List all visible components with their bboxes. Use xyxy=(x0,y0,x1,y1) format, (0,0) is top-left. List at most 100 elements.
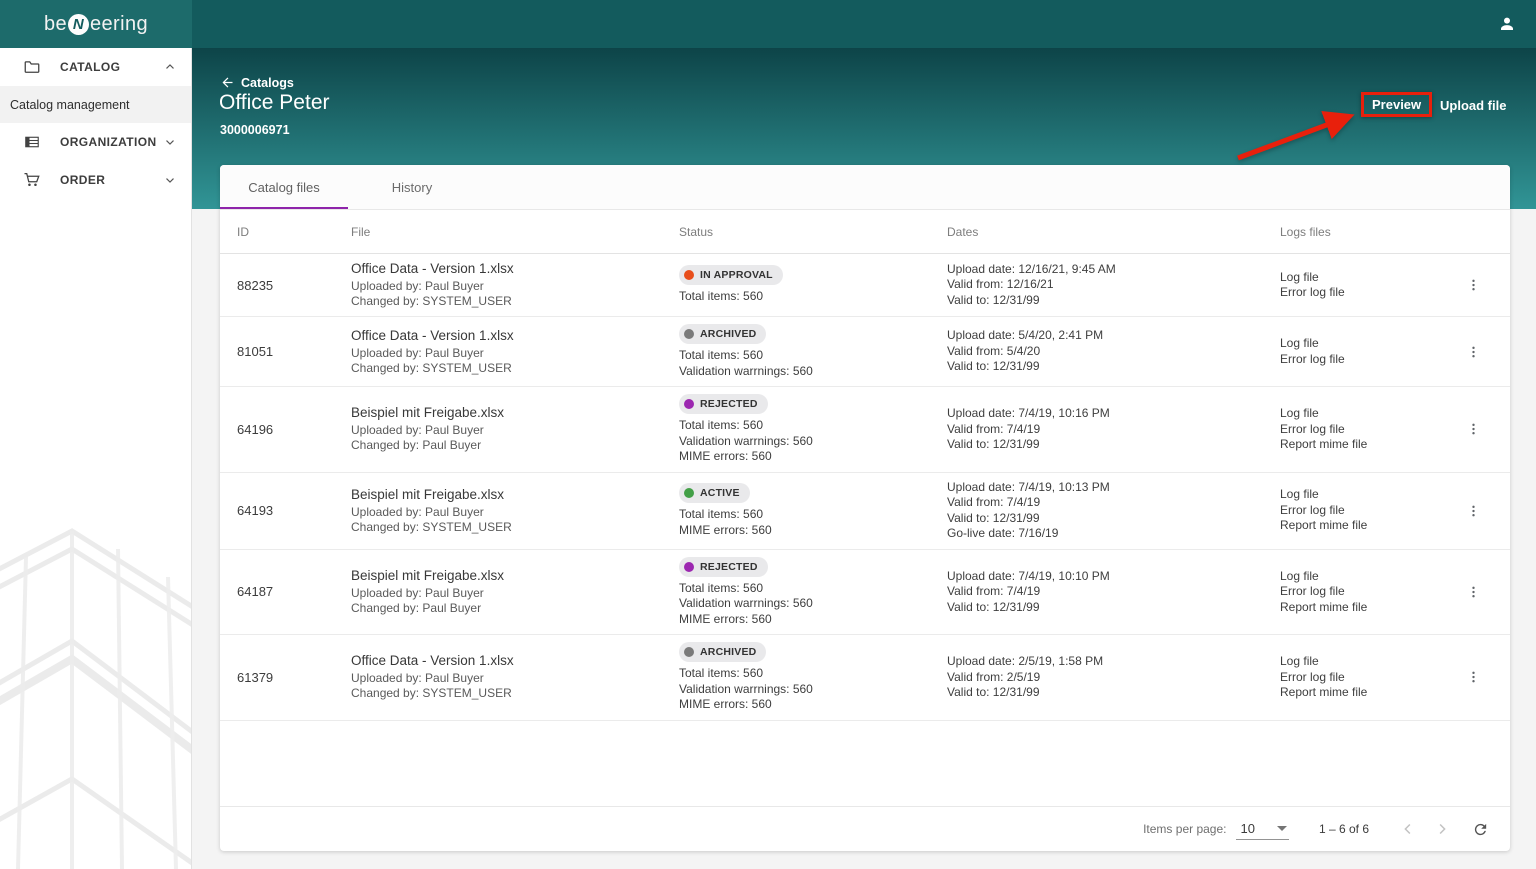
sidebar-item-organization[interactable]: ORGANIZATION xyxy=(0,123,191,161)
status-line: Total items: 560 xyxy=(679,418,764,432)
log-file-link[interactable]: Error log file xyxy=(1280,421,1345,436)
table-header: ID File Status Dates Logs files xyxy=(220,210,1510,254)
sidebar-item-order[interactable]: ORDER xyxy=(0,161,191,199)
dates-cell: Upload date: 5/4/20, 2:41 PM Valid from: … xyxy=(947,328,1280,375)
dates-cell: Upload date: 7/4/19, 10:10 PM Valid from:… xyxy=(947,569,1280,616)
status-line: MIME errors: 560 xyxy=(679,697,772,711)
status-line: Validation warrnings: 560 xyxy=(679,363,813,378)
log-file-link[interactable]: Error log file xyxy=(1280,502,1345,517)
log-file-link[interactable]: Log file xyxy=(1280,487,1319,502)
status-line: MIME errors: 560 xyxy=(679,522,772,537)
log-file-link[interactable]: Error log file xyxy=(1280,351,1345,366)
sidebar-item-catalog[interactable]: CATALOG xyxy=(0,48,191,86)
kebab-icon xyxy=(1471,346,1475,357)
row-id: 61379 xyxy=(237,669,274,685)
status-dot-icon xyxy=(684,270,694,281)
dates-cell: Upload date: 7/4/19, 10:13 PM Valid from:… xyxy=(947,480,1280,542)
log-file-link[interactable]: Report mime file xyxy=(1280,599,1368,614)
chevron-down-icon xyxy=(163,173,177,187)
date-line: Valid to: 12/31/99 xyxy=(947,359,1040,374)
kebab-menu-button[interactable] xyxy=(1462,499,1485,523)
row-actions xyxy=(1453,340,1493,364)
log-file-link[interactable]: Error log file xyxy=(1280,285,1345,299)
column-header-status: Status xyxy=(679,224,714,239)
status-badge: ACTIVE xyxy=(679,483,750,503)
tab-history[interactable]: History xyxy=(391,179,433,195)
tab-catalog-files[interactable]: Catalog files xyxy=(220,165,348,209)
log-file-link[interactable]: Log file xyxy=(1280,336,1319,350)
refresh-button[interactable] xyxy=(1469,818,1492,841)
date-line: Valid from: 2/5/19 xyxy=(947,669,1041,684)
log-file-link[interactable]: Error log file xyxy=(1280,669,1345,684)
date-line: Valid to: 12/31/99 xyxy=(947,437,1040,451)
kebab-menu-button[interactable] xyxy=(1462,273,1485,297)
building-watermark xyxy=(0,528,191,869)
status-line: MIME errors: 560 xyxy=(679,449,772,463)
status-label: IN APPROVAL xyxy=(700,269,773,282)
logs-cell: Log file Error log file Report mime file xyxy=(1280,406,1453,453)
date-line: Valid from: 7/4/19 xyxy=(947,495,1041,509)
kebab-icon xyxy=(1471,586,1475,598)
log-file-link[interactable]: Error log file xyxy=(1280,584,1345,598)
status-cell: REJECTED Total items: 560 Validation warrn… xyxy=(679,556,947,628)
kebab-menu-button[interactable] xyxy=(1462,580,1485,604)
file-cell: Office Data - Version 1.xlsx Uploaded by:… xyxy=(351,261,679,309)
items-per-page-select[interactable]: 10 xyxy=(1236,819,1289,840)
sidebar-item-catalog-management[interactable]: Catalog management xyxy=(0,86,191,123)
logo-text-post: eering xyxy=(90,12,149,35)
status-label: REJECTED xyxy=(700,398,758,410)
status-label: ACTIVE xyxy=(700,487,740,499)
date-line: Upload date: 7/4/19, 10:13 PM xyxy=(947,479,1110,494)
log-file-link[interactable]: Report mime file xyxy=(1280,437,1368,451)
preview-button[interactable]: Preview xyxy=(1364,95,1429,114)
row-actions xyxy=(1453,417,1493,441)
catalog-files-card: Catalog files History ID File Status Dat… xyxy=(220,165,1510,851)
status-dot-icon xyxy=(684,399,694,409)
table-row: 61379 Office Data - Version 1.xlsx Uploade… xyxy=(220,635,1510,721)
logs-cell: Log file Error log file xyxy=(1280,336,1453,367)
table-row: 81051 Office Data - Version 1.xlsx Uploade… xyxy=(220,317,1510,387)
log-file-link[interactable]: Log file xyxy=(1280,568,1319,583)
table-body: 88235 Office Data - Version 1.xlsx Uploade… xyxy=(220,254,1510,721)
chevron-right-icon xyxy=(1439,823,1446,835)
date-line: Upload date: 5/4/20, 2:41 PM xyxy=(947,328,1104,343)
folder-icon xyxy=(22,58,42,76)
log-file-link[interactable]: Report mime file xyxy=(1280,685,1368,699)
user-account-button[interactable] xyxy=(1498,15,1516,33)
log-file-link[interactable]: Log file xyxy=(1280,406,1319,420)
log-file-link[interactable]: Log file xyxy=(1280,654,1319,668)
breadcrumb-back-link[interactable]: Catalogs xyxy=(220,75,294,90)
previous-page-button[interactable] xyxy=(1395,816,1421,842)
kebab-icon xyxy=(1471,505,1475,516)
next-page-button[interactable] xyxy=(1429,816,1455,842)
log-file-link[interactable]: Log file xyxy=(1280,269,1319,284)
kebab-menu-button[interactable] xyxy=(1462,417,1485,441)
kebab-menu-button[interactable] xyxy=(1462,340,1485,364)
logo-n-badge: N xyxy=(68,13,90,35)
column-header-id: ID xyxy=(237,224,249,239)
kebab-menu-button[interactable] xyxy=(1462,665,1485,689)
chevron-up-icon xyxy=(163,60,177,74)
sidebar-item-label: CATALOG xyxy=(60,60,121,74)
date-line: Valid to: 12/31/99 xyxy=(947,685,1040,699)
log-file-link[interactable]: Report mime file xyxy=(1280,518,1368,533)
page-title: Office Peter xyxy=(219,91,330,114)
paginator: Items per page: 10 1 – 6 of 6 xyxy=(220,806,1510,851)
file-name: Office Data - Version 1.xlsx xyxy=(351,327,514,343)
logs-cell: Log file Error log file Report mime file xyxy=(1280,654,1453,701)
upload-file-button[interactable]: Upload file xyxy=(1440,98,1507,113)
date-line: Upload date: 12/16/21, 9:45 AM xyxy=(947,261,1116,276)
status-line: Total items: 560 xyxy=(679,580,764,595)
refresh-icon xyxy=(1474,823,1487,835)
status-label: ARCHIVED xyxy=(700,646,757,658)
kebab-icon xyxy=(1471,671,1475,683)
date-line: Valid to: 12/31/99 xyxy=(947,510,1040,525)
table-row: 88235 Office Data - Version 1.xlsx Uploade… xyxy=(220,254,1510,317)
file-cell: Office Data - Version 1.xlsx Uploaded by:… xyxy=(351,653,679,701)
status-line: Validation warrnings: 560 xyxy=(679,596,813,610)
status-badge: ARCHIVED xyxy=(679,324,767,344)
status-cell: IN APPROVAL Total items: 560 xyxy=(679,265,947,305)
column-header-file: File xyxy=(351,224,371,239)
